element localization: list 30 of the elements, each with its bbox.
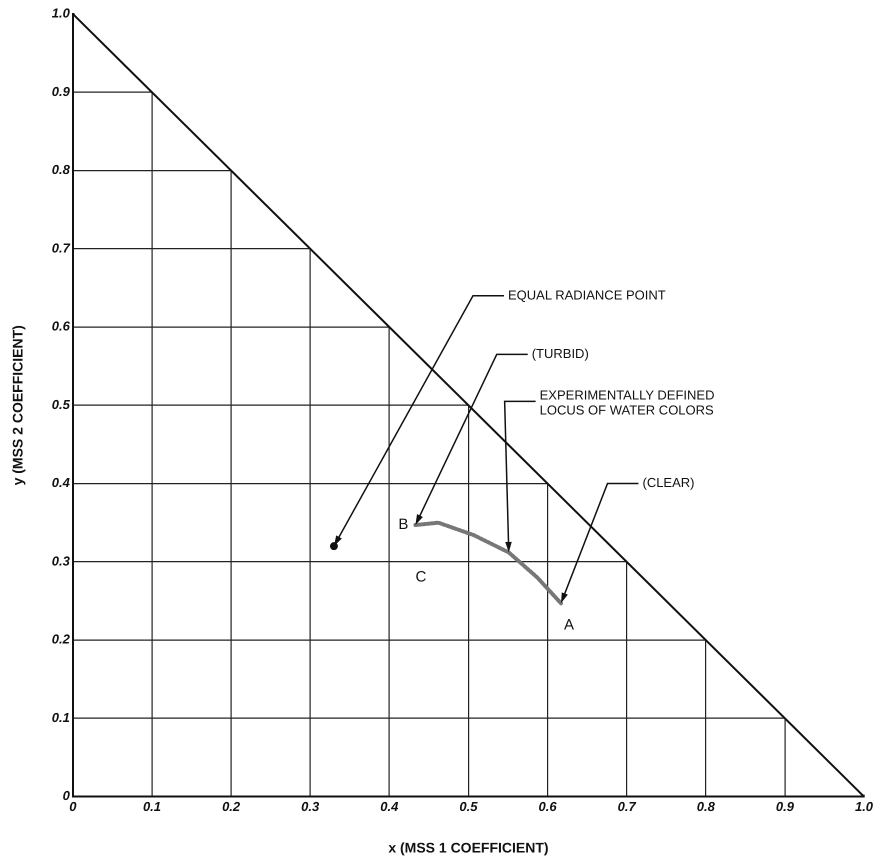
annotation: EQUAL RADIANCE POINT <box>508 287 666 302</box>
y-tick-label: 0.6 <box>52 318 71 334</box>
annotation: B <box>398 516 408 534</box>
x-tick-label: 1.0 <box>854 798 874 814</box>
annotation: C <box>416 568 427 586</box>
x-tick-label: 0.4 <box>380 798 400 814</box>
x-axis-title: x (MSS 1 COEFFICIENT) <box>388 839 549 856</box>
x-tick-label: 0.3 <box>301 798 320 814</box>
y-tick-label: 0.1 <box>52 710 70 725</box>
y-tick-label: 0.5 <box>52 396 71 412</box>
x-tick-label: 0.1 <box>142 798 162 814</box>
x-tick-label: 0.6 <box>538 798 558 814</box>
y-tick-label: 0.4 <box>52 475 71 490</box>
y-tick-label: 0.3 <box>52 553 71 568</box>
x-tick-label: 0.8 <box>696 798 716 814</box>
annotation: A <box>564 616 574 634</box>
x-tick-label: 0.7 <box>618 798 636 814</box>
x-tick-label: 0.9 <box>776 798 795 814</box>
y-axis-title: y (MSS 2 COEFFICIENT) <box>9 325 26 486</box>
y-tick-label: 1.0 <box>52 6 71 21</box>
x-tick-label: 0.2 <box>222 798 241 814</box>
annotation: (CLEAR) <box>642 475 694 490</box>
x-tick-label: 0.5 <box>459 798 478 814</box>
y-tick-label: 0.8 <box>52 162 71 178</box>
annotation: (TURBID) <box>532 346 589 362</box>
y-tick-label: 0.7 <box>52 240 71 256</box>
y-tick-label: 0.2 <box>52 632 71 647</box>
y-tick-label: 0 <box>62 788 71 804</box>
annotation: EXPERIMENTALLY DEFINED LOCUS OF WATER COLORS <box>540 387 714 418</box>
y-tick-label: 0.9 <box>52 84 71 99</box>
